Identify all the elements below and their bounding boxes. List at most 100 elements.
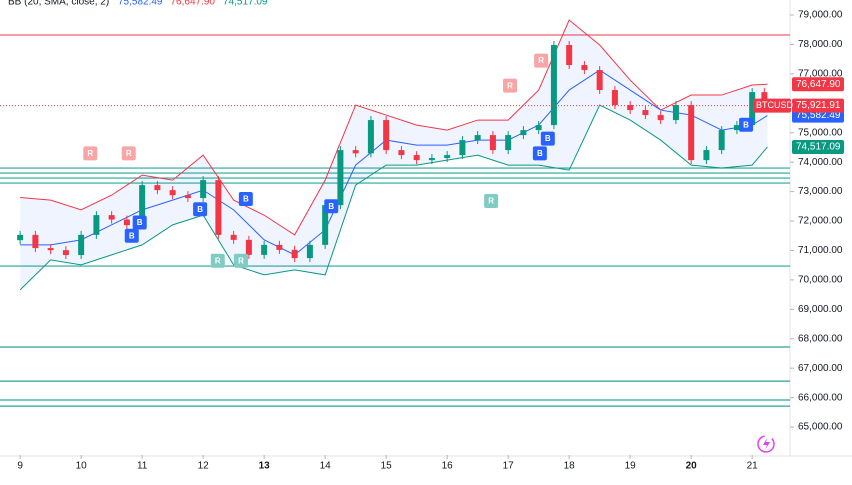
price-badge (792, 77, 844, 92)
x-tick-label: 10 (76, 461, 88, 472)
y-tick-label: 72,000.00 (798, 216, 843, 227)
candle (398, 150, 405, 156)
signal-label: B (537, 149, 543, 158)
candle (78, 234, 85, 256)
price-badge (792, 139, 844, 154)
y-tick-label: 68,000.00 (798, 333, 843, 344)
replay-icon[interactable] (757, 435, 775, 453)
y-tick-label: 73,000.00 (798, 186, 843, 197)
x-tick-label: 19 (625, 461, 637, 472)
y-tick-label: 65,000.00 (798, 422, 843, 433)
price-badge (792, 98, 844, 113)
signal-label: B (545, 134, 551, 143)
band-upper (20, 19, 768, 236)
candle (733, 125, 740, 131)
candle (200, 180, 207, 199)
x-tick-label: 16 (442, 461, 454, 472)
x-tick-label: 20 (686, 461, 698, 472)
candle (32, 234, 39, 249)
signal-label: R (488, 197, 494, 206)
y-tick-label: 79,000.00 (798, 10, 843, 21)
candle (627, 105, 634, 111)
candle (611, 90, 618, 106)
candle (306, 244, 313, 259)
indicator-value: 75,582.49 (118, 0, 163, 8)
y-tick-label: 74,000.00 (798, 157, 843, 168)
signal-badge (193, 202, 208, 217)
indicator-label: BB (20, SMA, close, 2) (8, 0, 109, 8)
indicator-value: 76,647.90 (171, 0, 216, 8)
candle (245, 239, 252, 255)
candle (62, 250, 69, 256)
candle (657, 115, 664, 121)
candle (93, 215, 100, 235)
candle (17, 234, 24, 241)
y-tick-label: 77,000.00 (798, 69, 843, 80)
candle (230, 234, 237, 240)
y-tick-label: 67,000.00 (798, 363, 843, 374)
candle (459, 140, 466, 156)
y-tick-label: 78,000.00 (798, 39, 843, 50)
signal-badge (210, 253, 225, 268)
candle (444, 155, 451, 159)
signal-badge (540, 131, 555, 146)
symbol-label: BTCUSD (756, 100, 794, 110)
price-badge-label: 75,582.49 (796, 110, 841, 121)
signal-label: B (743, 120, 749, 129)
candle (581, 65, 588, 71)
candle (291, 249, 298, 259)
candle (749, 92, 756, 126)
candle (352, 150, 359, 154)
x-tick-label: 15 (381, 461, 393, 472)
signal-label: B (129, 231, 135, 240)
price-badge-label: 76,647.90 (796, 79, 841, 90)
x-tick-label: 12 (198, 461, 210, 472)
x-tick-label: 17 (503, 461, 515, 472)
signal-badge (132, 215, 147, 230)
signal-badge (502, 78, 517, 93)
candle (337, 150, 344, 206)
plot-area (0, 19, 790, 407)
icon-ring (757, 435, 775, 453)
signal-label: B (243, 195, 249, 204)
signal-badge (534, 53, 549, 68)
candle (261, 244, 268, 255)
candle (505, 135, 512, 151)
candle (413, 155, 420, 161)
signal-badge (484, 194, 499, 209)
candle (718, 130, 725, 151)
signal-label: B (197, 205, 203, 214)
x-tick-label: 11 (137, 461, 148, 472)
candle (169, 190, 176, 196)
candle (550, 45, 557, 126)
y-tick-label: 71,000.00 (798, 245, 843, 256)
candle (47, 248, 54, 251)
signal-badge (238, 191, 253, 206)
candle (489, 135, 496, 151)
candle (367, 120, 374, 154)
candle (108, 215, 115, 220)
band-lower (19, 104, 768, 291)
candle (688, 105, 695, 161)
signal-label: R (507, 81, 513, 90)
x-tick-label: 13 (259, 461, 271, 472)
candle (566, 45, 573, 66)
band-basis (20, 69, 768, 256)
candle (703, 150, 710, 161)
signal-label: R (538, 56, 544, 65)
signal-label: R (238, 256, 244, 265)
signal-badge (739, 117, 754, 132)
candle (276, 244, 283, 250)
x-tick-label: 21 (747, 461, 759, 472)
y-tick-label: 75,000.00 (798, 127, 843, 138)
candle (123, 219, 130, 226)
candle (184, 195, 191, 199)
signal-badge (121, 146, 136, 161)
signal-badge (324, 199, 339, 214)
x-tick-label: 14 (320, 461, 332, 472)
band-fill (20, 20, 768, 290)
candle (642, 110, 649, 116)
signal-label: R (126, 149, 132, 158)
candle (154, 185, 161, 191)
